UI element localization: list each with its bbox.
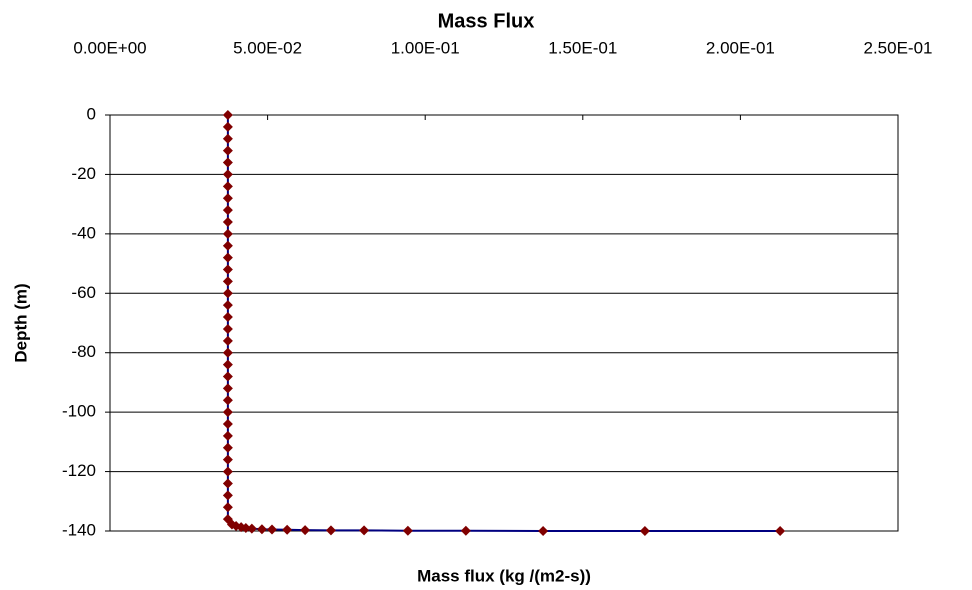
data-point (222, 430, 233, 441)
data-point (222, 216, 233, 227)
x-tick-label: 2.50E-01 (864, 38, 933, 57)
y-tick-label: -120 (62, 461, 96, 480)
data-point (402, 525, 413, 536)
data-point (222, 288, 233, 299)
data-point (222, 419, 233, 430)
data-point (222, 193, 233, 204)
y-tick-label: -60 (71, 283, 96, 302)
data-point (222, 335, 233, 346)
data-point (359, 525, 370, 536)
data-point (222, 312, 233, 323)
data-point (222, 383, 233, 394)
data-point (222, 205, 233, 216)
data-point (222, 502, 233, 513)
data-point (222, 110, 233, 120)
data-point (300, 525, 311, 536)
data-point (222, 347, 233, 358)
y-tick-label: -20 (71, 164, 96, 183)
data-point (282, 524, 293, 535)
data-point (222, 169, 233, 180)
x-tick-label: 1.00E-01 (391, 38, 460, 57)
data-point (222, 181, 233, 192)
y-tick-label: -140 (62, 520, 96, 539)
chart-title: Mass Flux (438, 10, 535, 32)
data-point (460, 525, 471, 536)
data-point (240, 523, 251, 534)
x-axis-title: Mass flux (kg /(m2-s)) (417, 566, 591, 585)
data-point (222, 323, 233, 334)
x-tick-label: 1.50E-01 (548, 38, 617, 57)
data-point (222, 359, 233, 370)
y-tick-label: 0 (87, 104, 96, 123)
data-point (222, 371, 233, 382)
data-point (222, 252, 233, 263)
y-tick-label: -100 (62, 402, 96, 421)
data-point (246, 523, 257, 534)
data-point (222, 407, 233, 418)
data-point (267, 524, 278, 535)
y-tick-label: -80 (71, 342, 96, 361)
data-point (222, 454, 233, 465)
y-tick-label: -40 (71, 223, 96, 242)
data-point (639, 526, 650, 536)
y-axis-title: Depth (m) (11, 283, 30, 362)
x-tick-label: 2.00E-01 (706, 38, 775, 57)
data-point (222, 276, 233, 287)
data-point (222, 264, 233, 275)
x-tick-label: 5.00E-02 (233, 38, 302, 57)
data-point (256, 524, 267, 535)
data-point (222, 478, 233, 489)
data-point (222, 121, 233, 132)
data-point (222, 490, 233, 501)
data-point (222, 300, 233, 311)
data-point (222, 466, 233, 477)
data-point (325, 525, 336, 536)
data-point (222, 442, 233, 453)
x-tick-label: 0.00E+00 (73, 38, 146, 57)
data-point (538, 526, 549, 536)
data-line (226, 115, 781, 532)
data-point (222, 133, 233, 144)
data-point (222, 145, 233, 156)
data-point (222, 240, 233, 251)
data-point (222, 395, 233, 406)
data-point (222, 157, 233, 168)
data-point (222, 228, 233, 239)
data-point (775, 526, 786, 536)
